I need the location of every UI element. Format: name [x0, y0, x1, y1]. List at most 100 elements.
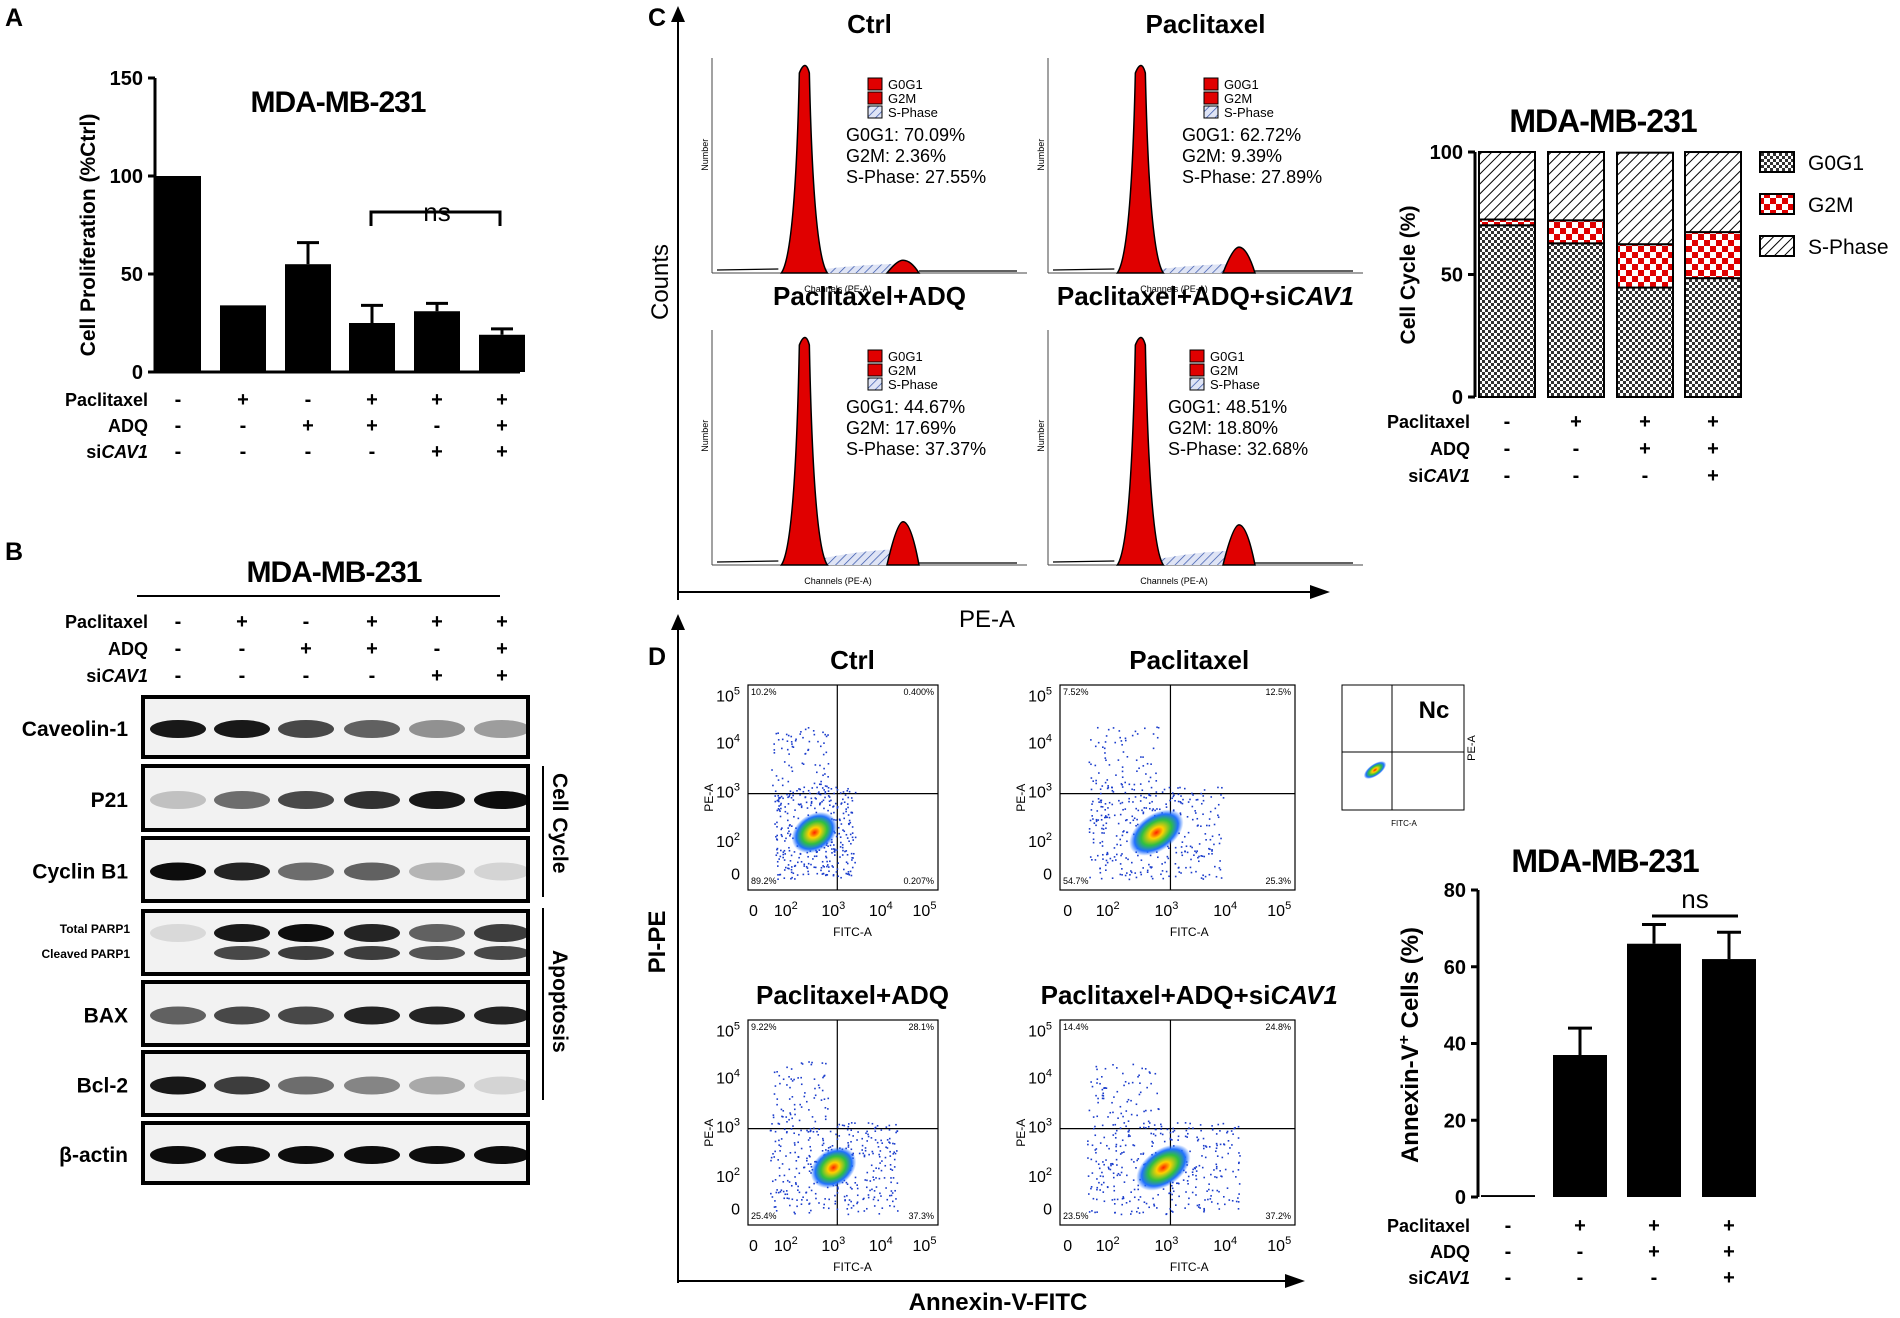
flow-event-dot [847, 1144, 850, 1146]
flow-event-dot [851, 799, 854, 802]
flow-event-dot [777, 779, 780, 781]
flow-event-dot [1171, 1210, 1173, 1212]
flow-event-dot [785, 837, 787, 840]
flow-event-dot [777, 1122, 780, 1125]
flow-event-dot [1104, 1087, 1107, 1089]
panel-a-ns: ns [423, 197, 450, 227]
flow-event-dot [1139, 1196, 1142, 1198]
panel-d-bar [1702, 959, 1756, 1197]
flow-event-dot [790, 868, 793, 871]
flow-event-dot [824, 796, 826, 799]
flow-event-dot [1140, 873, 1143, 876]
flow-event-dot [1174, 799, 1176, 802]
flow-event-dot [1118, 730, 1121, 732]
flow-event-dot [790, 825, 793, 827]
flow-event-dot [1171, 792, 1174, 794]
flow-event-dot [880, 1129, 883, 1131]
flow-event-dot [824, 785, 827, 787]
flow-event-dot [1180, 872, 1182, 874]
flow-event-dot [843, 1124, 846, 1127]
flow-event-dot [866, 1207, 868, 1210]
flow-event-dot [1109, 1111, 1112, 1114]
flow-event-dot [1145, 1202, 1148, 1205]
flow-event-dot [881, 1160, 883, 1162]
panel-d-xlabel: Annexin-V-FITC [909, 1289, 1088, 1316]
flow-event-dot [1119, 1105, 1122, 1108]
panel-a-cond-paclitaxel-sign: - [305, 389, 312, 411]
flow-event-dot [1208, 873, 1211, 876]
flow-ytick-label: 103 [716, 1117, 740, 1137]
flow-event-dot [1174, 1204, 1177, 1206]
flow-event-dot [1171, 797, 1173, 800]
flow-event-dot [1106, 1186, 1109, 1188]
panel-a-cond-paclitaxel-sign: + [431, 389, 443, 411]
flow-event-dot [1128, 783, 1131, 786]
blot-band [344, 1006, 400, 1025]
flow-event-dot [800, 803, 802, 805]
flow-event-dot [778, 1167, 781, 1169]
flow-event-dot [1171, 1184, 1173, 1187]
flow-event-dot [879, 1150, 882, 1152]
flow-ytick-label: 0 [1043, 867, 1052, 884]
flow-q3: 37.3% [908, 1211, 934, 1221]
flow-event-dot [1215, 1165, 1218, 1168]
flow-event-dot [776, 860, 779, 863]
flow-event-dot [845, 872, 848, 875]
panel-c-stack-segment-g0g1 [1478, 224, 1536, 398]
flow-event-dot [1191, 846, 1193, 849]
flow-event-dot [1125, 1201, 1128, 1204]
flow-ytick-label: 104 [1028, 732, 1052, 752]
flow-event-dot [846, 1183, 849, 1185]
flow-event-dot [779, 1191, 782, 1193]
flow-event-dot [1151, 866, 1153, 868]
flow-event-dot [1100, 1183, 1103, 1186]
flow-event-dot [1089, 876, 1091, 879]
flow-event-dot [833, 848, 835, 850]
flow-event-dot [869, 1189, 871, 1192]
flow-event-dot [772, 1114, 775, 1116]
flow-event-dot [805, 1100, 808, 1103]
flow-event-dot [1173, 794, 1175, 797]
flow-event-dot [1186, 1180, 1189, 1182]
flow-event-dot [1096, 1115, 1099, 1118]
flow-event-dot [823, 1098, 826, 1101]
hist-legend-g2m: G2M [888, 363, 916, 378]
flow-event-dot [1100, 819, 1103, 821]
flow-xtick-label: 105 [913, 900, 937, 920]
flow-ytick-label: 105 [716, 1020, 740, 1040]
panel-d-bar-ytick-label: 20 [1444, 1110, 1466, 1132]
flow-event-dot [823, 866, 826, 868]
flow-event-dot [834, 1200, 837, 1203]
flow-event-dot [856, 1187, 859, 1190]
flow-event-dot [1157, 856, 1159, 859]
panel-a-sig-bracket [369, 210, 502, 226]
flow-event-dot [807, 748, 810, 751]
flow-event-dot [1161, 870, 1164, 872]
flow-event-dot [1101, 1094, 1104, 1097]
flow-event-dot [823, 1203, 825, 1206]
flow-event-dot [1105, 1087, 1108, 1089]
flow-event-dot [827, 1147, 830, 1149]
flow-event-dot [1160, 1128, 1162, 1130]
flow-event-dot [779, 797, 782, 799]
flow-event-dot [778, 796, 780, 799]
blot-band [278, 1076, 334, 1095]
flow-event-dot [783, 859, 786, 861]
blot-band [214, 1146, 270, 1164]
flow-event-dot [774, 795, 777, 797]
flow-event-dot [817, 1084, 820, 1087]
flow-event-dot [789, 1113, 792, 1116]
flow-event-dot [808, 1186, 811, 1189]
flow-event-dot [794, 809, 796, 811]
panel-label-c: C [648, 4, 666, 32]
panel-c-y-arrowhead [671, 6, 685, 22]
flow-event-dot [793, 1142, 796, 1144]
flow-event-dot [1110, 1164, 1112, 1167]
flow-event-dot [1156, 1092, 1159, 1095]
flow-event-dot [1215, 1133, 1218, 1135]
flow-event-dot [1121, 743, 1123, 746]
flow-event-dot [1111, 803, 1114, 806]
flow-event-dot [848, 823, 850, 826]
flow-event-dot [813, 866, 816, 869]
flow-event-dot [1167, 857, 1170, 860]
